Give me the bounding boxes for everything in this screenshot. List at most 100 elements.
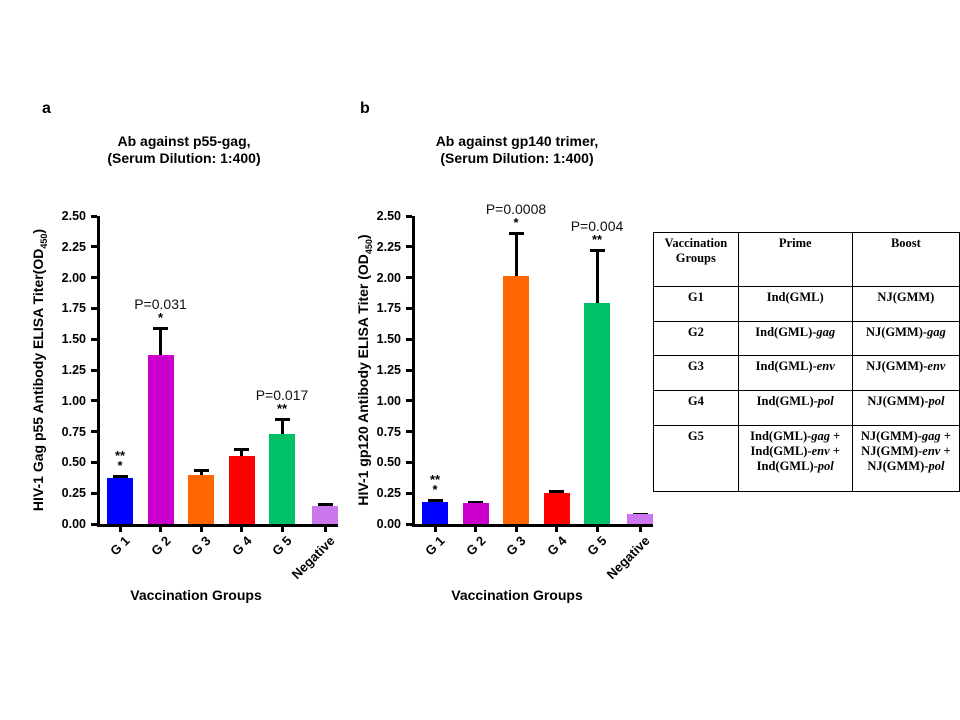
gene-name: env <box>811 444 830 458</box>
y-tick-label: 2.25 <box>61 239 86 254</box>
chart-title-line2: (Serum Dilution: 1:400) <box>107 150 261 166</box>
y-tick-mark <box>91 491 97 495</box>
bar-g5 <box>269 434 295 524</box>
y-tick-label: 1.00 <box>376 393 401 408</box>
y-tick-label: 2.00 <box>61 270 86 285</box>
significance-stars: * <box>141 311 181 324</box>
vaccine-name: Ind(GML)- <box>756 459 818 473</box>
vaccine-name: NJ(GMM)- <box>866 359 928 373</box>
error-bar-stem <box>240 447 243 459</box>
vaccine-name: NJ(GMM)- <box>865 325 928 339</box>
y-tick-label: 1.75 <box>61 301 86 316</box>
x-tick-mark <box>474 524 477 532</box>
x-axis-title-a: Vaccination Groups <box>130 587 262 603</box>
plot-area-a: 0.00 0.25 0.50 0.75 1.00 1.25 1.50 1.75 2.00 2.25… <box>62 209 338 582</box>
vaccine-name: NJ(GMM)- <box>867 394 929 408</box>
error-bar-stem <box>199 468 203 477</box>
error-bar-cap <box>317 503 333 507</box>
vaccine-name: + <box>830 429 841 443</box>
group-cell: G4 <box>653 390 739 426</box>
y-tick-label: 1.25 <box>376 363 401 377</box>
table-header-row: Vaccination Groups Prime Boost <box>653 232 960 287</box>
error-bar-stem <box>159 326 162 358</box>
table-cell-line: NJ(GMM)-env <box>855 359 957 374</box>
table-cell-line: Ind(GML)-pol <box>741 459 850 474</box>
boost-cell: NJ(GMM) <box>851 286 960 322</box>
table-header-cell: Boost <box>851 232 960 287</box>
y-tick-mark <box>406 276 412 280</box>
vaccine-name: NJ(GMM)- <box>867 459 929 473</box>
gene-name: pol <box>817 459 834 473</box>
error-bar-cap <box>589 249 605 253</box>
y-tick-mark <box>91 460 97 464</box>
bar-g3 <box>503 276 529 524</box>
chart-title-line2: (Serum Dilution: 1:400) <box>440 150 594 166</box>
prime-cell: Ind(GML) <box>737 286 853 322</box>
y-axis-label-text: HIV-1 Gag p55 Antibody ELISA Titer(OD <box>30 248 46 512</box>
vaccine-name: + <box>829 444 840 458</box>
y-tick-label: 0.50 <box>61 455 86 470</box>
y-tick-mark <box>406 214 412 218</box>
x-tick-mark <box>323 524 327 532</box>
y-tick-mark <box>91 214 97 218</box>
gene-name: gag <box>811 429 831 443</box>
bar-g2 <box>462 503 489 524</box>
table-cell-line: NJ(GMM)-pol <box>855 459 957 474</box>
vaccine-name: Ind(GML) <box>766 290 824 304</box>
vaccine-name: + <box>940 444 951 458</box>
y-tick-label: 0.00 <box>376 517 401 531</box>
table-header-line: Groups <box>675 251 716 265</box>
y-tick-mark <box>91 368 97 372</box>
x-tick-mark <box>514 524 518 532</box>
bar-negative <box>627 514 653 524</box>
y-tick-mark <box>406 460 412 464</box>
star-line: ** <box>429 472 441 488</box>
error-bar-cap <box>193 468 209 472</box>
boost-cell: NJ(GMM)-env <box>851 355 960 391</box>
table-header-line: Vaccination <box>664 236 728 250</box>
vaccine-name: Ind(GML)- <box>756 394 818 408</box>
prime-cell: Ind(GML)-env <box>737 355 853 391</box>
y-tick-label: 1.00 <box>61 393 86 408</box>
star-line: ** <box>114 447 126 463</box>
group-cell: G1 <box>653 286 739 322</box>
y-axis-label-close: ) <box>30 228 46 234</box>
vaccine-name: NJ(GMM)- <box>861 444 923 458</box>
boost-cell: NJ(GMM)-pol <box>851 390 960 426</box>
y-tick-mark <box>91 306 97 310</box>
y-tick-mark <box>91 522 97 526</box>
table-cell-line: Ind(GML)-gag + <box>741 429 850 444</box>
error-bar-cap <box>508 232 524 236</box>
table-cell-line: NJ(GMM) <box>855 290 957 305</box>
y-tick-mark <box>406 245 412 249</box>
error-bar-cap <box>153 326 168 330</box>
table-cell-line: Ind(GML)-env <box>741 359 850 374</box>
table-header-cell: Vaccination Groups <box>653 232 739 287</box>
chart-title-line1: Ab against gp140 trimer, <box>435 133 599 149</box>
gene-name: pol <box>817 394 834 408</box>
error-bar-cap <box>234 447 249 451</box>
y-tick-mark <box>91 276 97 280</box>
x-tick-mark <box>595 524 599 532</box>
p-value-label: P=0.017 <box>255 387 309 404</box>
star-line: * <box>432 482 438 498</box>
significance-stars: ** * <box>415 472 455 498</box>
prime-cell: Ind(GML)-pol <box>737 390 853 426</box>
bar-g1 <box>107 478 133 524</box>
y-tick-label: 0.25 <box>61 486 86 501</box>
table-header-cell: Prime <box>737 232 853 287</box>
table-cell-line: Ind(GML) <box>741 290 850 305</box>
table-row-g5: G5 Ind(GML)-gag + Ind(GML)-env + Ind(GML)-p… <box>653 425 960 492</box>
error-bar-stem <box>514 232 518 279</box>
error-bar-cap <box>427 499 443 503</box>
table-row-g3: G3 Ind(GML)-env NJ(GMM)-env <box>653 355 960 391</box>
y-tick-label: 2.25 <box>376 239 401 254</box>
error-bar-cap <box>549 489 564 493</box>
vaccine-name: NJ(GMM)- <box>860 429 922 443</box>
plot-area-b: 0.00 0.25 0.50 0.75 1.00 1.25 1.50 1.75 2.00 2.25… <box>377 201 653 582</box>
star-line: * <box>117 457 123 473</box>
significance-stars: ** <box>262 402 302 415</box>
x-tick-mark <box>280 524 284 532</box>
y-tick-label: 0.50 <box>376 455 401 470</box>
table-cell-line: NJ(GMM)-pol <box>855 394 957 409</box>
